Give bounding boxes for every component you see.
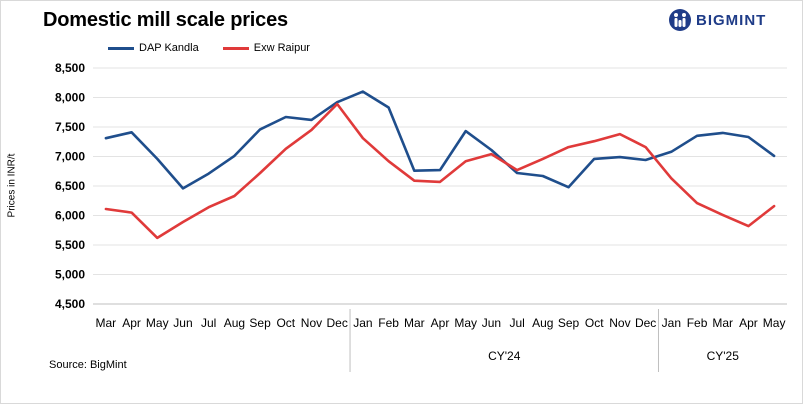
x-tick-label-may: May: [146, 316, 169, 330]
source-note: Source: BigMint: [49, 359, 127, 371]
x-tick-label-feb: Feb: [378, 316, 399, 330]
legend-label-exw-raipur: Exw Raipur: [253, 42, 310, 54]
y-tick-label: 5,500: [55, 238, 85, 252]
x-tick-label-sep: Sep: [558, 316, 580, 330]
y-tick-label: 5,000: [55, 268, 85, 282]
y-tick-label: 7,000: [55, 150, 85, 164]
y-tick-label: 7,500: [55, 120, 85, 134]
x-tick-label-dec: Dec: [635, 316, 656, 330]
x-tick-label-oct: Oct: [276, 316, 295, 330]
brand-logo: BIGMINT: [668, 8, 766, 32]
x-tick-label-nov: Nov: [609, 316, 630, 330]
x-tick-label-aug: Aug: [532, 316, 553, 330]
x-tick-label-jan: Jan: [353, 316, 372, 330]
x-tick-label-jul: Jul: [201, 316, 216, 330]
x-tick-label-aug: Aug: [224, 316, 245, 330]
series-line-exw-raipur: [104, 102, 776, 240]
legend-item-exw-raipur: Exw Raipur: [222, 42, 310, 54]
legend-swatch-exw-raipur: [222, 46, 249, 50]
x-tick-label-jul: Jul: [509, 316, 524, 330]
x-group-label: CY'24: [488, 349, 521, 363]
x-group-label: CY'25: [707, 349, 740, 363]
y-tick-label: 4,500: [55, 297, 85, 311]
y-tick-label: 8,500: [55, 61, 85, 75]
legend-item-dap-kandla: DAP Kandla: [108, 42, 199, 54]
x-tick-label-jun: Jun: [482, 316, 501, 330]
y-tick-label: 6,500: [55, 179, 85, 193]
legend-swatch-dap-kandla: [108, 46, 134, 50]
x-tick-label-dec: Dec: [327, 316, 348, 330]
series-line-dap-kandla: [104, 90, 776, 190]
x-tick-label-may: May: [763, 316, 786, 330]
brand-name: BIGMINT: [696, 11, 767, 29]
x-tick-label-apr: Apr: [431, 316, 450, 330]
x-tick-label-mar: Mar: [712, 316, 733, 330]
x-tick-label-apr: Apr: [122, 316, 141, 330]
x-tick-label-sep: Sep: [249, 316, 271, 330]
x-tick-label-feb: Feb: [687, 316, 708, 330]
x-tick-label-may: May: [454, 316, 477, 330]
x-tick-label-mar: Mar: [404, 316, 425, 330]
x-tick-label-jan: Jan: [662, 316, 681, 330]
bigmint-logo-icon: [669, 9, 691, 31]
legend-label-dap-kandla: DAP Kandla: [139, 42, 199, 54]
y-tick-label: 8,000: [55, 91, 85, 105]
x-tick-label-mar: Mar: [96, 316, 117, 330]
x-tick-label-nov: Nov: [301, 316, 322, 330]
x-tick-label-jun: Jun: [173, 316, 192, 330]
x-tick-label-oct: Oct: [585, 316, 604, 330]
chart-title: Domestic mill scale prices: [43, 9, 288, 31]
y-tick-label: 6,000: [55, 209, 85, 223]
chart-legend: DAP Kandla Exw Raipur: [108, 42, 334, 54]
x-tick-label-apr: Apr: [739, 316, 758, 330]
